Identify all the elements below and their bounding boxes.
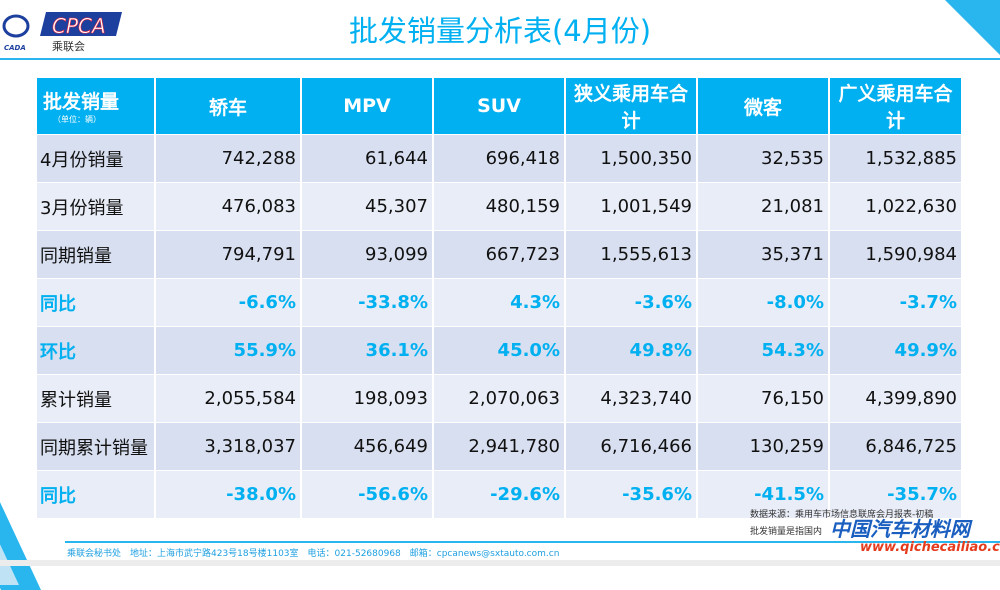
- table-cell: -35.6%: [565, 470, 698, 518]
- table-cell: -6.6%: [155, 278, 302, 327]
- table-cell: 55.9%: [155, 326, 302, 375]
- table-cell: 54.3%: [697, 326, 830, 375]
- table-cell: 1,500,350: [565, 134, 698, 183]
- table-cell: 4,323,740: [565, 374, 698, 423]
- unit-label: （单位：辆）: [53, 115, 101, 124]
- header-divider: [0, 58, 1000, 60]
- header-cell: MPV: [301, 78, 434, 135]
- row-label: 4月份销量: [37, 134, 156, 183]
- table-cell: 456,649: [301, 422, 434, 471]
- table-cell: 6,846,725: [829, 422, 963, 471]
- page-title: 批发销量分析表(4月份): [348, 14, 652, 48]
- table-cell: 45,307: [301, 182, 434, 231]
- table-cell: -35.7%: [829, 470, 963, 518]
- table-cell: 21,081: [697, 182, 830, 231]
- table-cell: 4,399,890: [829, 374, 963, 423]
- table-cell: -3.7%: [829, 278, 963, 327]
- row-label: 3月份销量: [37, 182, 156, 231]
- table-row: 同期累计销量 3,318,037 456,649 2,941,780 6,716,466…: [37, 422, 963, 471]
- corner-decoration: [945, 0, 1000, 55]
- watermark-url: www.qichecailiao.com: [860, 540, 1000, 555]
- table-cell: 49.9%: [829, 326, 963, 375]
- table-cell: 2,941,780: [433, 422, 566, 471]
- row-label: 同期累计销量: [37, 422, 156, 471]
- table-cell: 130,259: [697, 422, 830, 471]
- table-cell: 1,590,984: [829, 230, 963, 279]
- source-note: 数据来源：乘用车市场信息联席会月报表-初稿: [750, 510, 934, 520]
- table-cell: 49.8%: [565, 326, 698, 375]
- table-cell: 3,318,037: [155, 422, 302, 471]
- table-cell: 76,150: [697, 374, 830, 423]
- header-label: 批发销量: [43, 91, 120, 113]
- header-cell: 广义乘用车合计: [829, 78, 963, 135]
- table-row: 同比 -6.6% -33.8% 4.3% -3.6% -8.0% -3.7%: [37, 278, 963, 327]
- watermark-logo: 中国汽车材料网: [830, 517, 970, 541]
- table-header-row: 批发销量 （单位：辆） 轿车 MPV SUV 狭义乘用车合计 微客 广义乘用车合计: [37, 78, 963, 135]
- footer-contact: 乘联会秘书处 地址：上海市武宁路423号18号楼1103室 电话：021-526…: [67, 549, 560, 559]
- header-cell-label: 批发销量 （单位：辆）: [37, 78, 156, 135]
- table-row: 同比 -38.0% -56.6% -29.6% -35.6% -41.5% -35.7%: [37, 470, 963, 518]
- bottom-bar: [0, 560, 1000, 566]
- table-cell: -38.0%: [155, 470, 302, 518]
- table-cell: 45.0%: [433, 326, 566, 375]
- table-cell: 696,418: [433, 134, 566, 183]
- table-cell: -8.0%: [697, 278, 830, 327]
- table-cell: -29.6%: [433, 470, 566, 518]
- table-cell: 93,099: [301, 230, 434, 279]
- table-cell: 1,022,630: [829, 182, 963, 231]
- row-label: 同比: [37, 470, 156, 518]
- table-cell: 32,535: [697, 134, 830, 183]
- wholesale-sales-table: 批发销量 （单位：辆） 轿车 MPV SUV 狭义乘用车合计 微客 广义乘用车合计…: [37, 78, 963, 518]
- table-cell: 1,532,885: [829, 134, 963, 183]
- table-row: 3月份销量 476,083 45,307 480,159 1,001,549 21,081…: [37, 182, 963, 231]
- table-cell: 1,555,613: [565, 230, 698, 279]
- svg-text:乘联会: 乘联会: [52, 40, 85, 52]
- table-cell: 667,723: [433, 230, 566, 279]
- table-row: 环比 55.9% 36.1% 45.0% 49.8% 54.3% 49.9%: [37, 326, 963, 375]
- header-cell: 轿车: [155, 78, 302, 135]
- svg-text:CPCA: CPCA: [52, 14, 106, 38]
- header-cell: SUV: [433, 78, 566, 135]
- table-cell: 476,083: [155, 182, 302, 231]
- table-cell: 742,288: [155, 134, 302, 183]
- table-cell: 794,791: [155, 230, 302, 279]
- table-cell: 2,055,584: [155, 374, 302, 423]
- row-label: 累计销量: [37, 374, 156, 423]
- table-cell: 6,716,466: [565, 422, 698, 471]
- row-label: 环比: [37, 326, 156, 375]
- table-cell: -3.6%: [565, 278, 698, 327]
- table-cell: -41.5%: [697, 470, 830, 518]
- table-cell: -56.6%: [301, 470, 434, 518]
- table-cell: -33.8%: [301, 278, 434, 327]
- row-label: 同期销量: [37, 230, 156, 279]
- table-cell: 4.3%: [433, 278, 566, 327]
- header-cell: 狭义乘用车合计: [565, 78, 698, 135]
- footer-divider: [65, 541, 1000, 543]
- definition-note: 批发销量是指国内: [750, 527, 823, 537]
- cpca-logo: CADA CPCA 乘联会: [2, 8, 122, 53]
- table-row: 同期销量 794,791 93,099 667,723 1,555,613 35,371 1…: [37, 230, 963, 279]
- table-cell: 36.1%: [301, 326, 434, 375]
- table-cell: 480,159: [433, 182, 566, 231]
- row-label: 同比: [37, 278, 156, 327]
- table-cell: 1,001,549: [565, 182, 698, 231]
- table-row: 累计销量 2,055,584 198,093 2,070,063 4,323,740 76…: [37, 374, 963, 423]
- table-cell: 198,093: [301, 374, 434, 423]
- header-cell: 微客: [697, 78, 830, 135]
- table-cell: 35,371: [697, 230, 830, 279]
- svg-text:CADA: CADA: [4, 44, 26, 52]
- table-cell: 2,070,063: [433, 374, 566, 423]
- table-cell: 61,644: [301, 134, 434, 183]
- table-row: 4月份销量 742,288 61,644 696,418 1,500,350 32,535…: [37, 134, 963, 183]
